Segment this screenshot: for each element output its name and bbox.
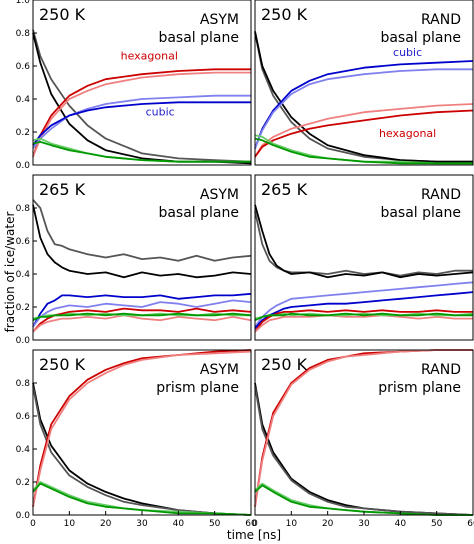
y-tick-label: 0.8: [16, 379, 31, 389]
series-annotation: hexagonal: [121, 49, 178, 62]
series-line-3: [32, 68, 251, 158]
series-line-2: [254, 386, 474, 516]
series-line-4: [32, 71, 251, 158]
y-tick-label: 0.4: [16, 95, 31, 105]
condition-label: RAND: [421, 187, 461, 203]
condition-label: ASYM: [200, 362, 239, 378]
panel-4: 265 K RAND basal plane: [254, 174, 474, 341]
y-tick-label: 0.0: [16, 336, 31, 346]
series-line-1: [32, 199, 252, 262]
series-line-2: [254, 31, 473, 163]
x-tick-label: 50: [431, 519, 443, 529]
y-tick-label: 0.2: [16, 303, 30, 313]
series-line-3: [254, 281, 474, 328]
series-line-8: [254, 137, 473, 165]
series-line-4: [254, 68, 473, 149]
x-tick-label: 20: [322, 519, 334, 529]
y-tick-label: 0.4: [16, 445, 31, 455]
y-tick-label: 0.6: [16, 62, 31, 72]
plane-label: prism plane: [378, 380, 461, 396]
plane-label: basal plane: [158, 30, 239, 46]
series-line-6: [254, 484, 473, 516]
series-line-4: [32, 350, 252, 507]
temperature-label: 250 K: [39, 355, 86, 374]
series-line-6: [32, 482, 252, 516]
series-line-4: [254, 291, 474, 329]
series-line-8: [32, 140, 251, 163]
x-axis-label: time [ns]: [227, 528, 281, 542]
temperature-label: 265 K: [39, 180, 86, 199]
condition-label: ASYM: [200, 187, 239, 203]
y-tick-label: 0.0: [16, 511, 31, 521]
condition-label: ASYM: [200, 12, 239, 28]
x-tick-label: 60: [467, 519, 474, 529]
temperature-label: 265 K: [261, 180, 308, 199]
panel-frame: [254, 0, 474, 166]
x-tick-label: 30: [358, 519, 370, 529]
x-tick-label: 50: [209, 519, 221, 529]
series-line-2: [32, 204, 252, 279]
y-tick-label: 0.8: [16, 29, 31, 39]
x-tick-label: 0: [252, 519, 258, 529]
x-tick-label: 40: [395, 519, 407, 529]
y-tick-label: 0.2: [16, 128, 30, 138]
series-line-3: [32, 292, 252, 328]
series-line-6: [32, 101, 251, 146]
y-axis-label: fraction of ice/water: [3, 212, 17, 333]
panel-grid: 0.0 0.2 0.4 0.6 0.8 1.0 250 K ASYM basal plane he…: [16, 0, 474, 529]
panel-3: 0.0 0.2 0.4 0.6 0.8 265 K ASYM basal plane: [16, 174, 252, 346]
plane-label: basal plane: [380, 205, 461, 221]
y-tick-label: 0.8: [16, 204, 31, 214]
temperature-label: 250 K: [39, 5, 86, 24]
panel-5: 0.0 0.2 0.4 0.6 0.8 0 10 20 30 40 50 60 250 K ASYM pri…: [16, 349, 257, 529]
condition-label: RAND: [421, 12, 461, 28]
series-annotation: hexagonal: [379, 127, 436, 140]
panel-frame: [254, 174, 474, 341]
x-tick-label: 0: [30, 519, 36, 529]
series-line-1: [254, 382, 474, 516]
series-line-5: [32, 94, 251, 150]
series-annotation: cubic: [146, 106, 175, 119]
panel-1: 0.0 0.2 0.4 0.6 0.8 1.0 250 K ASYM basal plane he…: [16, 0, 252, 171]
series-line-5: [32, 481, 252, 516]
y-tick-label: 0.6: [16, 237, 31, 247]
x-tick-label: 10: [286, 519, 298, 529]
y-tick-label: 1.0: [16, 0, 31, 6]
y-tick-label: 0.4: [16, 270, 31, 280]
x-tick-label: 60: [245, 519, 257, 529]
series-line-1: [32, 29, 252, 163]
x-tick-label: 10: [64, 519, 76, 529]
plane-label: basal plane: [158, 205, 239, 221]
temperature-label: 250 K: [261, 355, 308, 374]
panel-frame: [32, 174, 252, 341]
x-tick-label: 40: [173, 519, 185, 529]
series-annotation: cubic: [393, 46, 422, 59]
x-tick-label: 30: [136, 519, 148, 529]
panel-frame: [32, 0, 252, 166]
series-line-1: [254, 211, 473, 277]
condition-label: RAND: [421, 362, 461, 378]
x-tick-label: 20: [100, 519, 112, 529]
series-line-8: [32, 312, 252, 322]
y-tick-label: 0.6: [16, 412, 31, 422]
panel-6: 0 10 20 30 40 50 60 250 K RAND prism plane: [252, 349, 474, 529]
series-line-6: [254, 314, 473, 333]
y-tick-label: 0.0: [16, 161, 31, 171]
temperature-label: 250 K: [261, 5, 308, 24]
series-line-8: [254, 312, 473, 322]
series-line-4: [254, 349, 473, 507]
series-line-7: [254, 134, 473, 165]
series-line-6: [32, 314, 252, 333]
plane-label: prism plane: [156, 380, 239, 396]
y-tick-label: 0.2: [16, 478, 30, 488]
plane-label: basal plane: [380, 30, 461, 46]
series-line-4: [32, 299, 252, 328]
series-line-2: [254, 204, 474, 279]
